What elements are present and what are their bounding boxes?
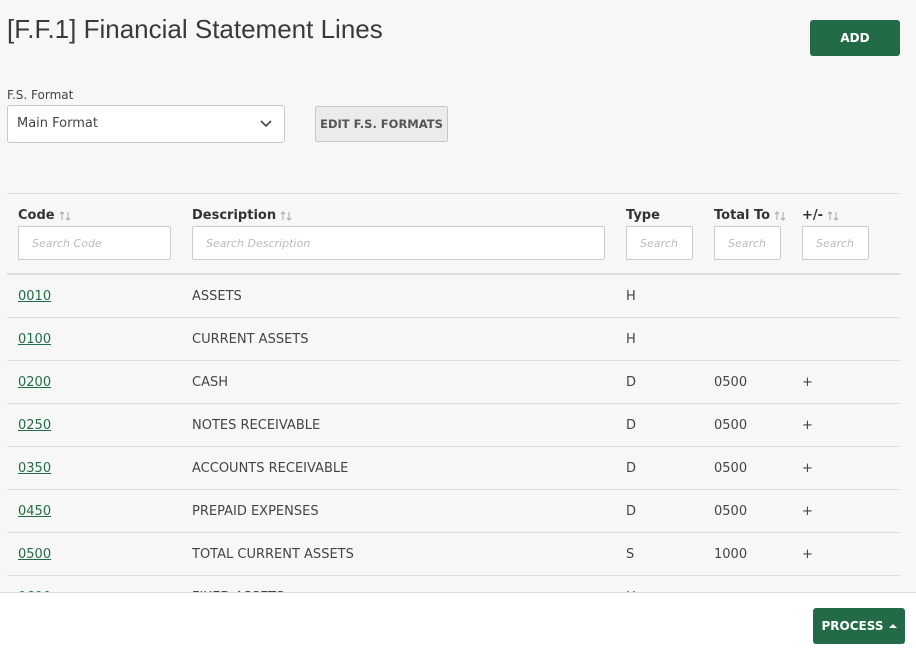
fs-format-select[interactable]: Main Format xyxy=(7,105,285,143)
column-header[interactable]: Total To xyxy=(714,208,786,223)
cell-description: ASSETS xyxy=(192,289,242,304)
column-label: Description xyxy=(192,208,277,223)
fs-format-label: F.S. Format xyxy=(7,88,74,102)
sort-icon[interactable] xyxy=(280,210,292,221)
cell-total-to: 0500 xyxy=(714,504,748,519)
cell-sign: + xyxy=(802,461,813,476)
cell-description: PREPAID EXPENSES xyxy=(192,504,319,519)
cell-sign: + xyxy=(802,547,813,562)
row-divider xyxy=(7,360,900,361)
cell-type: D xyxy=(626,375,637,390)
row-divider xyxy=(7,317,900,318)
cell-type: D xyxy=(626,461,637,476)
code-link[interactable]: 0500 xyxy=(18,547,52,562)
cell-type: H xyxy=(626,289,636,304)
code-link[interactable]: 0010 xyxy=(18,289,52,304)
cell-total-to: 0500 xyxy=(714,375,748,390)
cell-type: H xyxy=(626,332,636,347)
cell-description: CURRENT ASSETS xyxy=(192,332,309,347)
code-link[interactable]: 0200 xyxy=(18,375,52,390)
search-input[interactable]: Search Code xyxy=(18,226,171,260)
code-link[interactable]: 0450 xyxy=(18,504,52,519)
row-divider xyxy=(7,489,900,490)
sort-icon[interactable] xyxy=(59,210,71,221)
process-label: PROCESS xyxy=(821,619,884,633)
code-link[interactable]: 0100 xyxy=(18,332,52,347)
column-label: +/- xyxy=(802,208,824,223)
search-input[interactable]: Search xyxy=(714,226,781,260)
page-title: [F.F.1] Financial Statement Lines xyxy=(7,14,383,44)
cell-description: ACCOUNTS RECEIVABLE xyxy=(192,461,349,476)
column-label: Type xyxy=(626,208,660,223)
search-input[interactable]: Search Description xyxy=(192,226,605,260)
row-divider xyxy=(7,403,900,404)
process-button[interactable]: PROCESS xyxy=(813,608,905,644)
column-header: Type xyxy=(626,208,660,223)
column-label: Total To xyxy=(714,208,771,223)
cell-description: TOTAL CURRENT ASSETS xyxy=(192,547,354,562)
cell-sign: + xyxy=(802,418,813,433)
column-header[interactable]: +/- xyxy=(802,208,839,223)
fs-format-value: Main Format xyxy=(17,116,98,131)
row-divider xyxy=(7,446,900,447)
footer: PROCESS xyxy=(0,592,916,653)
cell-type: S xyxy=(626,547,635,562)
column-header[interactable]: Code xyxy=(18,208,71,223)
caret-icon xyxy=(888,624,897,628)
header-divider xyxy=(7,273,900,275)
sort-icon[interactable] xyxy=(827,210,839,221)
cell-total-to: 1000 xyxy=(714,547,748,562)
cell-sign: + xyxy=(802,504,813,519)
search-input[interactable]: Search xyxy=(626,226,693,260)
cell-type: D xyxy=(626,418,637,433)
cell-description: CASH xyxy=(192,375,228,390)
add-button[interactable]: ADD xyxy=(810,20,900,56)
chevron-icon xyxy=(260,120,272,128)
cell-description: NOTES RECEIVABLE xyxy=(192,418,321,433)
code-link[interactable]: 0600 xyxy=(18,590,51,593)
edit-formats-button[interactable]: EDIT F.S. FORMATS xyxy=(315,106,448,142)
search-input[interactable]: Search xyxy=(802,226,869,260)
sort-icon[interactable] xyxy=(774,210,786,221)
cell-total-to: 0500 xyxy=(714,461,748,476)
row-divider xyxy=(7,575,900,576)
row-divider xyxy=(7,532,900,533)
cell-total-to: 0500 xyxy=(714,418,748,433)
cell-type: H xyxy=(626,590,636,593)
table: Code Search Code Description Search Descrip… xyxy=(7,193,900,593)
cell-description: FIXED ASSETS xyxy=(192,590,284,593)
code-link[interactable]: 0350 xyxy=(18,461,52,476)
cell-sign: + xyxy=(802,375,813,390)
column-header[interactable]: Description xyxy=(192,208,292,223)
code-link[interactable]: 0250 xyxy=(18,418,52,433)
column-label: Code xyxy=(18,208,55,223)
cell-type: D xyxy=(626,504,637,519)
